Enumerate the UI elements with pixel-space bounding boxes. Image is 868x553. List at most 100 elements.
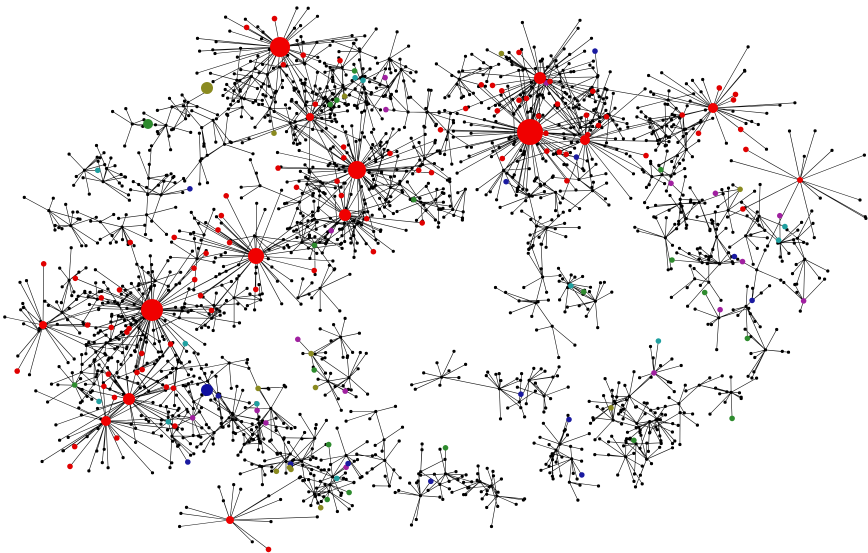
node xyxy=(351,68,358,74)
node xyxy=(218,212,225,219)
node xyxy=(731,253,738,260)
node xyxy=(370,248,377,255)
node xyxy=(286,464,293,471)
node xyxy=(516,97,522,103)
node xyxy=(503,178,509,185)
hub-node xyxy=(141,299,163,321)
node xyxy=(271,15,278,22)
node xyxy=(273,468,280,475)
hub-node xyxy=(306,113,314,121)
node xyxy=(67,463,73,470)
hub-node xyxy=(270,37,290,57)
hub-node xyxy=(339,209,351,221)
node xyxy=(547,78,553,85)
node xyxy=(105,371,112,377)
node xyxy=(226,239,233,246)
node xyxy=(568,283,574,289)
node xyxy=(263,420,269,426)
node xyxy=(325,441,332,448)
node xyxy=(701,289,708,296)
node xyxy=(717,306,723,313)
node xyxy=(334,178,340,184)
node xyxy=(223,193,229,199)
node xyxy=(341,155,347,161)
node xyxy=(185,459,191,465)
node xyxy=(324,496,331,503)
node xyxy=(478,82,485,88)
node xyxy=(643,152,649,159)
node xyxy=(108,324,115,331)
node xyxy=(730,97,737,103)
node xyxy=(352,74,358,81)
node xyxy=(172,423,178,429)
node xyxy=(124,329,130,336)
node xyxy=(563,151,569,158)
node xyxy=(187,186,193,192)
node xyxy=(737,126,744,133)
node xyxy=(271,130,277,136)
node xyxy=(170,385,177,392)
node xyxy=(311,267,318,274)
node xyxy=(442,445,449,451)
node xyxy=(777,212,783,219)
node xyxy=(114,435,120,441)
node xyxy=(523,95,530,102)
node xyxy=(669,257,675,263)
node xyxy=(415,167,422,174)
node xyxy=(116,287,123,293)
hub-node xyxy=(517,119,543,145)
node xyxy=(363,215,370,222)
node xyxy=(566,416,572,423)
hub-node xyxy=(797,177,803,183)
node xyxy=(300,52,307,58)
node xyxy=(387,150,393,157)
node xyxy=(295,336,301,343)
edges xyxy=(4,7,867,550)
node xyxy=(254,401,260,407)
node xyxy=(544,148,550,154)
node xyxy=(518,391,524,398)
node xyxy=(695,130,702,137)
hub-node xyxy=(248,248,264,264)
node xyxy=(255,385,261,392)
node xyxy=(40,261,47,267)
node xyxy=(462,105,469,112)
node xyxy=(328,227,335,234)
node xyxy=(543,130,549,137)
node xyxy=(535,113,542,119)
node xyxy=(579,472,585,478)
node xyxy=(498,50,505,57)
node xyxy=(71,443,78,450)
node xyxy=(134,369,140,376)
node xyxy=(592,48,598,54)
node xyxy=(428,169,435,176)
node xyxy=(739,258,746,265)
hub-node xyxy=(201,384,213,396)
node xyxy=(800,298,807,304)
node xyxy=(96,398,102,405)
node xyxy=(716,85,723,91)
node xyxy=(340,144,347,150)
arrowheads xyxy=(3,6,868,552)
hub-node xyxy=(39,321,47,329)
node xyxy=(494,108,501,114)
node xyxy=(312,101,319,107)
node xyxy=(775,237,782,243)
node xyxy=(712,190,719,197)
node xyxy=(182,340,189,347)
node xyxy=(516,49,522,56)
node xyxy=(595,122,602,129)
node xyxy=(265,546,272,553)
node xyxy=(71,382,78,388)
node xyxy=(280,61,287,68)
node xyxy=(215,393,222,399)
node xyxy=(163,384,170,390)
hub-node xyxy=(101,416,111,426)
node xyxy=(729,415,735,422)
node xyxy=(782,223,788,230)
node xyxy=(311,242,318,249)
node xyxy=(138,350,145,357)
node xyxy=(165,419,172,425)
